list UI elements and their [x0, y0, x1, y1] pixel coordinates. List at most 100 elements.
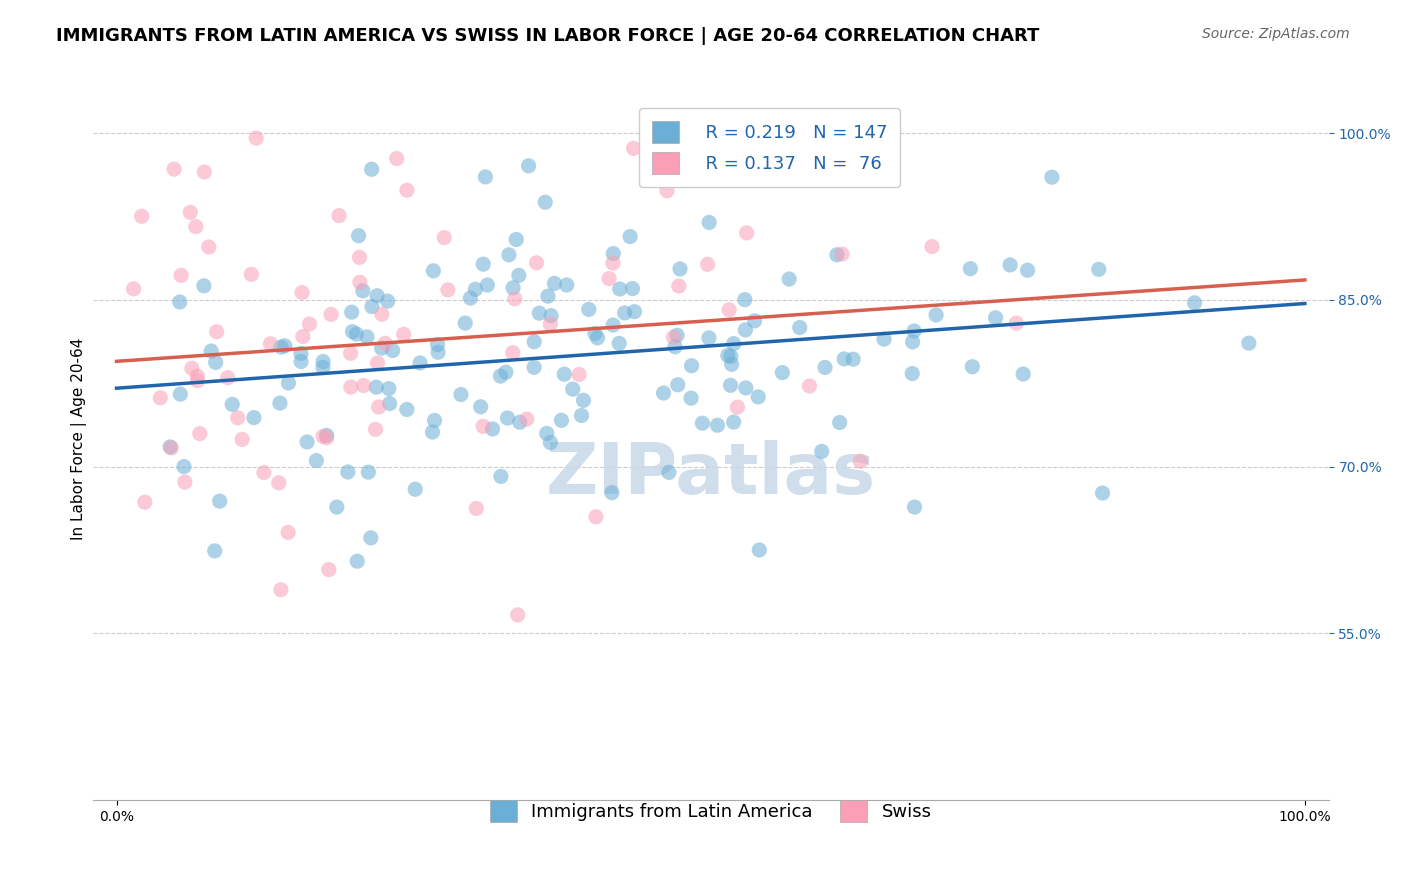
- Point: [409, 356, 432, 370]
- Point: [600, 485, 623, 500]
- Point: [692, 416, 714, 430]
- Point: [1040, 170, 1063, 185]
- Point: [423, 413, 446, 427]
- Point: [366, 289, 388, 303]
- Point: [550, 413, 572, 427]
- Point: [460, 291, 482, 305]
- Point: [498, 248, 520, 262]
- Point: [426, 337, 449, 351]
- Point: [538, 435, 561, 450]
- Point: [744, 314, 766, 328]
- Point: [984, 310, 1007, 325]
- Point: [523, 360, 546, 375]
- Point: [747, 390, 769, 404]
- Point: [502, 281, 524, 295]
- Point: [349, 275, 371, 289]
- Point: [360, 531, 382, 545]
- Point: [346, 327, 368, 342]
- Point: [668, 279, 690, 293]
- Point: [619, 229, 641, 244]
- Point: [959, 261, 981, 276]
- Point: [669, 262, 692, 277]
- Point: [392, 327, 415, 342]
- Point: [217, 370, 239, 384]
- Point: [1087, 262, 1109, 277]
- Point: [543, 277, 565, 291]
- Point: [179, 205, 201, 219]
- Point: [173, 475, 195, 489]
- Point: [555, 277, 578, 292]
- Point: [598, 271, 620, 285]
- Point: [658, 466, 681, 480]
- Text: Source: ZipAtlas.com: Source: ZipAtlas.com: [1202, 27, 1350, 41]
- Point: [245, 131, 267, 145]
- Point: [422, 425, 444, 439]
- Point: [472, 257, 495, 271]
- Point: [998, 258, 1021, 272]
- Point: [720, 378, 742, 392]
- Point: [572, 393, 595, 408]
- Point: [697, 215, 720, 229]
- Point: [880, 113, 903, 128]
- Point: [901, 367, 924, 381]
- Point: [1012, 367, 1035, 381]
- Point: [778, 272, 800, 286]
- Point: [342, 325, 364, 339]
- Point: [578, 302, 600, 317]
- Point: [346, 554, 368, 568]
- Point: [901, 334, 924, 349]
- Point: [585, 509, 607, 524]
- Point: [437, 283, 460, 297]
- Point: [770, 366, 793, 380]
- Point: [312, 429, 335, 443]
- Point: [395, 402, 418, 417]
- Text: ZIPatlas: ZIPatlas: [546, 441, 876, 509]
- Point: [270, 582, 292, 597]
- Point: [734, 381, 756, 395]
- Point: [160, 441, 183, 455]
- Point: [516, 412, 538, 426]
- Point: [186, 374, 208, 388]
- Point: [204, 544, 226, 558]
- Point: [149, 391, 172, 405]
- Point: [326, 500, 349, 514]
- Point: [381, 343, 404, 358]
- Point: [799, 379, 821, 393]
- Point: [422, 264, 444, 278]
- Point: [464, 282, 486, 296]
- Point: [502, 345, 524, 359]
- Point: [169, 295, 191, 310]
- Point: [832, 351, 855, 366]
- Point: [356, 330, 378, 344]
- Point: [312, 360, 335, 375]
- Point: [318, 563, 340, 577]
- Point: [339, 346, 361, 360]
- Point: [538, 317, 561, 331]
- Point: [561, 382, 583, 396]
- Point: [503, 292, 526, 306]
- Point: [205, 325, 228, 339]
- Point: [378, 396, 401, 410]
- Point: [1005, 316, 1028, 330]
- Point: [364, 422, 387, 436]
- Point: [523, 334, 546, 349]
- Point: [849, 454, 872, 468]
- Point: [450, 387, 472, 401]
- Point: [495, 365, 517, 379]
- Point: [734, 323, 756, 337]
- Point: [613, 306, 636, 320]
- Point: [921, 239, 943, 253]
- Point: [336, 465, 359, 479]
- Text: IMMIGRANTS FROM LATIN AMERICA VS SWISS IN LABOR FORCE | AGE 20-64 CORRELATION CH: IMMIGRANTS FROM LATIN AMERICA VS SWISS I…: [56, 27, 1039, 45]
- Point: [170, 268, 193, 283]
- Point: [696, 257, 718, 271]
- Point: [291, 285, 314, 300]
- Point: [349, 251, 371, 265]
- Point: [873, 332, 896, 346]
- Point: [526, 256, 548, 270]
- Point: [474, 169, 496, 184]
- Point: [173, 459, 195, 474]
- Point: [842, 352, 865, 367]
- Point: [789, 320, 811, 334]
- Point: [508, 268, 530, 283]
